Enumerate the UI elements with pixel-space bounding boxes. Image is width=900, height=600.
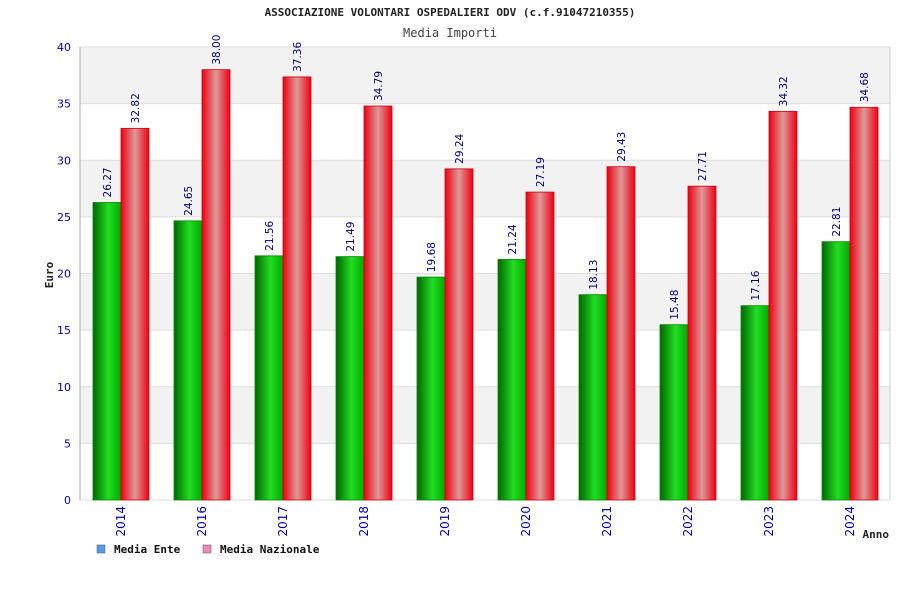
x-axis-ticks: 2014 2016 2017 2018 2019 2020 2021 2022 2023 2024 <box>114 506 857 537</box>
x-tick-label: 2024 <box>843 506 857 537</box>
y-tick-label: 25 <box>57 211 71 224</box>
x-axis-label: Anno <box>863 528 890 541</box>
data-label: 15.48 <box>669 290 681 320</box>
data-label: 38.00 <box>211 35 223 65</box>
bar-media-nazionale-2024 <box>849 106 879 501</box>
legend-label-media-ente: Media Ente <box>114 543 181 556</box>
x-tick-label: 2016 <box>195 506 209 537</box>
bar-media-ente-2020 <box>497 259 527 501</box>
bar-media-ente-2016 <box>173 220 203 501</box>
bar-media-nazionale-2021 <box>606 166 636 501</box>
bar-media-nazionale-2023 <box>768 110 798 501</box>
bars <box>92 69 879 501</box>
y-tick-label: 15 <box>57 324 71 337</box>
bar-media-nazionale-2020 <box>525 191 555 501</box>
y-tick-label: 20 <box>57 268 71 281</box>
bar-media-ente-2014 <box>92 202 122 501</box>
legend-swatch-media-ente <box>96 544 106 554</box>
bar-media-ente-2017 <box>254 255 284 501</box>
bar-media-nazionale-2017 <box>282 76 312 501</box>
chart-subtitle: Media Importi <box>403 26 497 40</box>
data-label: 29.43 <box>616 132 628 162</box>
y-tick-label: 40 <box>57 41 71 54</box>
x-tick-label: 2020 <box>519 506 533 537</box>
bar-media-ente-2019 <box>416 276 446 501</box>
data-label: 27.19 <box>535 157 547 187</box>
data-label: 29.24 <box>454 133 466 163</box>
y-tick-label: 0 <box>64 494 71 507</box>
data-label: 26.27 <box>102 167 114 197</box>
data-label: 17.16 <box>750 270 762 300</box>
bar-media-nazionale-2014 <box>120 127 150 501</box>
y-tick-label: 35 <box>57 98 71 111</box>
legend: Media Ente Media Nazionale <box>96 543 320 556</box>
x-tick-label: 2014 <box>114 506 128 537</box>
x-tick-label: 2019 <box>438 506 452 537</box>
bar-media-ente-2022 <box>659 324 689 501</box>
data-label: 19.68 <box>426 242 438 272</box>
y-tick-label: 30 <box>57 154 71 167</box>
bar-media-nazionale-2018 <box>363 105 393 501</box>
data-label: 27.71 <box>697 151 709 181</box>
x-tick-label: 2017 <box>276 506 290 537</box>
data-label: 34.68 <box>859 72 871 102</box>
y-tick-label: 5 <box>64 437 71 450</box>
bar-media-ente-2018 <box>335 256 365 501</box>
bar-media-nazionale-2022 <box>687 185 717 501</box>
y-tick-label: 10 <box>57 381 71 394</box>
bar-media-ente-2023 <box>740 305 770 501</box>
x-tick-label: 2018 <box>357 506 371 537</box>
bar-media-nazionale-2019 <box>444 168 474 501</box>
x-tick-label: 2022 <box>681 506 695 537</box>
data-label: 21.49 <box>345 222 357 252</box>
data-label: 18.13 <box>588 260 600 290</box>
legend-label-media-nazionale: Media Nazionale <box>220 543 320 556</box>
y-axis-label: Euro <box>43 261 56 288</box>
x-tick-label: 2021 <box>600 506 614 537</box>
data-label: 32.82 <box>130 93 142 123</box>
data-label: 34.32 <box>778 76 790 106</box>
chart-title: ASSOCIAZIONE VOLONTARI OSPEDALIERI ODV (… <box>265 6 636 19</box>
bar-media-nazionale-2016 <box>201 69 231 501</box>
bar-media-ente-2021 <box>578 294 608 501</box>
data-label: 21.56 <box>264 220 276 250</box>
grid-band <box>80 103 890 161</box>
data-label: 34.79 <box>373 71 385 101</box>
data-label: 24.65 <box>183 186 195 216</box>
bar-media-ente-2024 <box>821 241 851 501</box>
data-labels: 26.27 32.82 24.65 38.00 21.56 37.36 21.49 34.79… <box>102 35 871 320</box>
grid-band <box>80 47 890 104</box>
grid-band <box>80 160 890 217</box>
x-tick-label: 2023 <box>762 506 776 537</box>
data-label: 21.24 <box>507 224 519 254</box>
legend-swatch-media-nazionale <box>202 544 212 554</box>
data-label: 22.81 <box>831 207 843 237</box>
y-axis-ticks: 0 5 10 15 20 25 30 35 40 <box>57 41 71 507</box>
data-label: 37.36 <box>292 42 304 72</box>
